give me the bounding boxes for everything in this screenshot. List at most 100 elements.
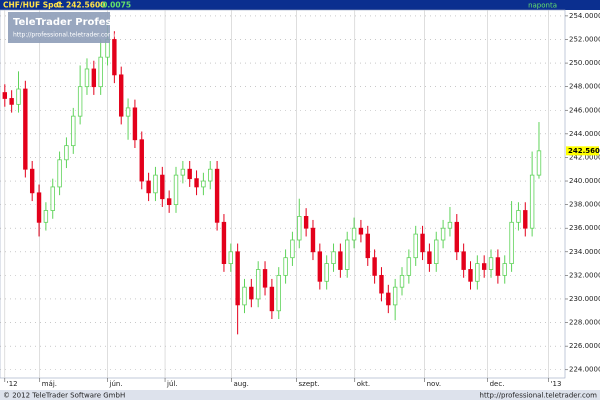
candle-body xyxy=(351,227,357,241)
candle-body xyxy=(98,56,103,88)
candle-body xyxy=(249,286,254,300)
last-price: 242.5600 xyxy=(66,1,105,10)
candle-body xyxy=(434,239,439,264)
frequency: naponta xyxy=(528,2,557,10)
candle-body xyxy=(208,168,213,182)
logo-title: TeleTrader Professional xyxy=(13,17,145,28)
footer-right: http://professional.teletrader.com xyxy=(480,392,598,400)
candle-body xyxy=(468,269,473,282)
candle-body xyxy=(194,178,199,188)
candle-body xyxy=(173,174,179,206)
candle-body xyxy=(262,269,268,288)
candle-body xyxy=(358,227,364,235)
candle-body xyxy=(9,98,14,105)
candle-body xyxy=(447,221,453,229)
logo xyxy=(8,12,110,43)
x-tick-label: aug. xyxy=(233,380,248,388)
candle-body xyxy=(125,107,131,117)
candle-body xyxy=(2,92,7,99)
change: -0.0075 xyxy=(99,1,131,10)
x-tick-label: nov. xyxy=(427,380,442,388)
candle-body xyxy=(29,168,35,194)
y-tick-label: 230.0000 xyxy=(569,295,600,303)
y-tick-label: 254.0000 xyxy=(569,12,600,20)
candle-body xyxy=(502,263,507,276)
candle-body xyxy=(509,221,514,264)
candle-body xyxy=(166,198,172,206)
last-price-label: 242.5600 xyxy=(568,147,600,155)
candle-body xyxy=(454,221,459,253)
header-bar xyxy=(0,0,600,10)
x-tick-label: máj. xyxy=(42,380,57,388)
candle-body xyxy=(427,251,432,264)
candle-body xyxy=(406,257,412,276)
footer-bar xyxy=(0,390,600,400)
y-tick-label: 248.0000 xyxy=(569,83,600,91)
candle-body xyxy=(64,145,69,161)
x-tick-label: '13 xyxy=(551,380,562,388)
candle-body xyxy=(112,39,117,76)
candle-body xyxy=(365,233,370,259)
candle-body xyxy=(372,257,377,276)
candle-body xyxy=(413,233,418,259)
candle-body xyxy=(529,174,535,229)
candle-body xyxy=(153,174,158,194)
candle-body xyxy=(201,180,206,188)
candle-body xyxy=(43,210,49,223)
candle-body xyxy=(57,159,62,188)
candle-body xyxy=(338,251,343,270)
candle-body xyxy=(242,286,247,306)
x-tick-label: júl. xyxy=(166,380,178,388)
y-tick-label: 232.0000 xyxy=(569,271,600,279)
last-price-marker xyxy=(566,146,599,156)
candle-body xyxy=(91,68,97,88)
candle-body xyxy=(180,168,186,176)
candle-body xyxy=(523,210,528,229)
candle-body xyxy=(386,292,391,306)
y-tick-label: 244.0000 xyxy=(569,130,600,138)
candle-body xyxy=(310,227,316,253)
candle-body xyxy=(392,286,398,306)
candle-body xyxy=(139,139,144,182)
candle-body xyxy=(331,251,336,264)
y-tick-label: 228.0000 xyxy=(569,319,600,327)
candle-body xyxy=(146,180,151,194)
candle-body xyxy=(481,263,487,270)
candle-body xyxy=(324,263,329,282)
candle-body xyxy=(214,168,220,223)
y-tick-label: 240.0000 xyxy=(569,177,600,185)
y-tick-label: 250.0000 xyxy=(569,59,600,67)
candle-body xyxy=(475,263,480,282)
candle-body xyxy=(16,88,21,105)
candle-body xyxy=(187,168,192,180)
candle-body xyxy=(303,216,309,229)
candle-body xyxy=(536,150,542,176)
y-tick-label: 242.0000 xyxy=(569,153,600,161)
y-tick-label: 226.0000 xyxy=(569,342,600,350)
candle-body xyxy=(345,239,350,270)
candle-body xyxy=(516,210,521,223)
candle-body xyxy=(399,274,405,288)
candle-body xyxy=(379,274,384,294)
candle-body xyxy=(461,251,466,270)
logo-url: http://professional.teletrader.com/ xyxy=(13,32,117,39)
candle-body xyxy=(297,216,302,241)
x-tick-label: okt. xyxy=(357,380,370,388)
candle-body xyxy=(71,115,76,147)
candle-body xyxy=(255,269,261,300)
candle-body xyxy=(77,86,83,117)
instrument: CHF/HUF Spot xyxy=(3,1,63,10)
y-tick-label: 238.0000 xyxy=(569,201,600,209)
x-tick-label: dec. xyxy=(490,380,505,388)
candle-body xyxy=(132,107,138,141)
candle-body xyxy=(317,251,323,282)
candle-body xyxy=(290,239,295,259)
candle-body xyxy=(440,227,446,241)
y-tick-label: 224.0000 xyxy=(569,366,600,374)
candle-body xyxy=(235,251,240,306)
x-tick-label: '12 xyxy=(7,380,18,388)
x-tick-label: jún. xyxy=(109,380,123,388)
candle-body xyxy=(420,233,425,253)
